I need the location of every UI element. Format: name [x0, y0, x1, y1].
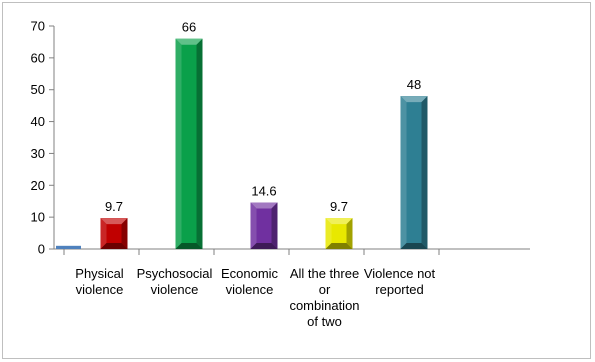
bar-5 — [400, 96, 428, 249]
x-category-label: Economic violence — [220, 266, 279, 297]
data-label: 48 — [407, 77, 421, 92]
bar-3-bevel-top — [250, 202, 278, 209]
y-tick-label: 50 — [31, 82, 45, 97]
bar-1-bevel-top — [100, 218, 128, 225]
bar-3-bevel-bottom — [250, 243, 278, 249]
bar-4 — [325, 218, 353, 249]
bar-2-bevel-top — [175, 38, 203, 45]
bar-2-bevel-left — [175, 38, 182, 249]
chart-frame — [2, 2, 591, 359]
data-labels: 9.7 66 14.6 9.7 48 — [105, 20, 421, 214]
bar-4-bevel-bottom — [325, 243, 353, 249]
data-label: 14.6 — [251, 183, 276, 198]
bar-5-bevel-right — [421, 96, 428, 249]
bar-2-bevel-right — [196, 38, 203, 249]
chart-axes: 0 10 20 30 40 50 60 70 — [31, 19, 530, 257]
bar-1-bevel-right — [121, 218, 128, 249]
y-tick-label: 0 — [38, 242, 45, 257]
bar-1-bevel-bottom — [100, 243, 128, 249]
y-tick-label: 30 — [31, 146, 45, 161]
data-label: 66 — [182, 20, 196, 35]
bar-3 — [250, 202, 278, 249]
x-category-label: Psychosocial violence — [136, 266, 213, 297]
bar-5-bevel-bottom — [400, 243, 428, 249]
data-label: 9.7 — [330, 199, 348, 214]
bar-physical-violence-small — [56, 245, 81, 249]
bar-4-bevel-left — [325, 218, 332, 249]
bar-3-bevel-left — [250, 202, 257, 249]
bar-2-bevel-bottom — [175, 243, 203, 249]
y-tick-label: 60 — [31, 50, 45, 65]
bar-1-bevel-left — [100, 218, 107, 249]
y-tick-label: 20 — [31, 178, 45, 193]
x-category-label: Physical violence — [75, 266, 124, 297]
x-category-label: All the three or combination of two — [289, 266, 360, 329]
y-tick-label: 10 — [31, 210, 45, 225]
bar-5-bevel-left — [400, 96, 407, 249]
y-tick-label: 70 — [31, 19, 45, 34]
x-category-label: Violence not reported — [363, 266, 436, 297]
bar-4-bevel-top — [325, 218, 353, 225]
bar-4-bevel-right — [346, 218, 353, 249]
y-tick-label: 40 — [31, 114, 45, 129]
bar-5-bevel-top — [400, 96, 428, 103]
bar-2 — [175, 38, 203, 249]
bar-1 — [100, 218, 128, 249]
data-label: 9.7 — [105, 199, 123, 214]
chart-bars — [56, 38, 428, 249]
bar-3-bevel-right — [271, 202, 278, 249]
